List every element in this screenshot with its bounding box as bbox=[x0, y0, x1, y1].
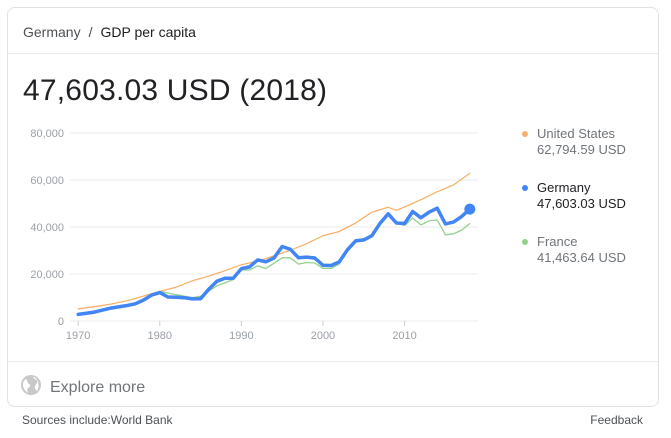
breadcrumb-separator: / bbox=[88, 24, 93, 40]
page-footer: Sources include:World Bank Feedback bbox=[22, 413, 643, 427]
sources-note: Sources include:World Bank bbox=[22, 413, 173, 427]
breadcrumb-country[interactable]: Germany bbox=[23, 24, 81, 40]
explore-more-label: Explore more bbox=[50, 378, 146, 396]
breadcrumb-metric: GDP per capita bbox=[100, 24, 196, 40]
y-tick-label: 60,000 bbox=[30, 175, 64, 187]
explore-divider bbox=[8, 361, 658, 362]
series-line-united-states bbox=[77, 172, 471, 310]
y-tick-label: 20,000 bbox=[30, 269, 64, 281]
x-tick-label: 2010 bbox=[392, 330, 416, 342]
legend-value: 47,603.03 USD bbox=[537, 196, 626, 211]
legend-label: United States bbox=[537, 126, 616, 141]
x-tick-label: 1970 bbox=[66, 330, 90, 342]
legend-dot bbox=[522, 131, 528, 137]
legend-item-france[interactable]: France 41,463.64 USD bbox=[522, 234, 626, 266]
chart-legend: United States 62,794.59 USD Germany 47,6… bbox=[522, 126, 626, 288]
series-line-france bbox=[77, 213, 471, 315]
x-tick-label: 1980 bbox=[148, 330, 172, 342]
legend-label: Germany bbox=[537, 180, 591, 195]
legend-item-united-states[interactable]: United States 62,794.59 USD bbox=[522, 126, 626, 158]
legend-dot bbox=[522, 239, 528, 245]
chart-grid bbox=[70, 132, 478, 322]
y-tick-label: 0 bbox=[58, 316, 64, 328]
feedback-link[interactable]: Feedback bbox=[590, 413, 643, 427]
breadcrumb: Germany / GDP per capita bbox=[23, 24, 196, 40]
header-divider bbox=[8, 53, 658, 54]
y-tick-label: 40,000 bbox=[30, 222, 64, 234]
series-line-germany bbox=[76, 206, 472, 317]
x-tick-label: 1990 bbox=[229, 330, 253, 342]
gdp-line-chart[interactable]: 0 20,000 40,000 60,000 80,000 1970 1980 1990 200… bbox=[8, 8, 660, 368]
legend-item-germany[interactable]: Germany 47,603.03 USD bbox=[522, 180, 626, 212]
chart-axes: 0 20,000 40,000 60,000 80,000 1970 1980 1990 200… bbox=[30, 128, 416, 342]
legend-dot bbox=[522, 185, 528, 191]
legend-label: France bbox=[537, 234, 578, 249]
chart-series bbox=[76, 172, 476, 317]
x-tick-label: 2000 bbox=[311, 330, 335, 342]
series-endpoint-germany bbox=[464, 203, 476, 215]
knowledge-card: Germany / GDP per capita 47,603.03 USD (… bbox=[7, 7, 659, 407]
legend-value: 62,794.59 USD bbox=[537, 142, 626, 157]
explore-more-link[interactable]: Explore more bbox=[20, 374, 145, 401]
legend-value: 41,463.64 USD bbox=[537, 250, 626, 265]
y-tick-label: 80,000 bbox=[30, 128, 64, 140]
headline-value: 47,603.03 USD (2018) bbox=[23, 74, 328, 107]
globe-icon bbox=[20, 374, 42, 401]
